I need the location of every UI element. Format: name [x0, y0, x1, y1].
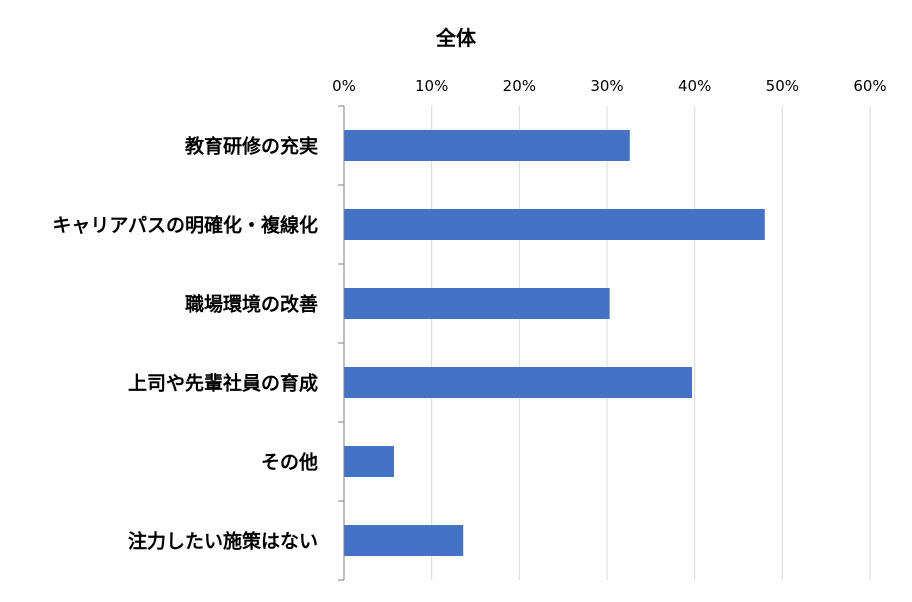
x-tick-label-3: 30%: [590, 77, 623, 95]
bar-3: [344, 367, 693, 398]
x-tick-label-2: 20%: [503, 77, 536, 95]
category-label-2: 職場環境の改善: [185, 293, 318, 316]
category-label-3: 上司や先輩社員の育成: [128, 372, 318, 395]
bar-1: [344, 209, 765, 240]
x-tick-label-5: 50%: [766, 77, 799, 95]
x-tick-label-4: 40%: [678, 77, 711, 95]
bar-2: [344, 288, 610, 319]
category-label-4: その他: [261, 451, 318, 474]
bar-5: [344, 525, 464, 556]
category-label-0: 教育研修の充実: [185, 135, 318, 158]
bars: [344, 130, 765, 556]
bar-4: [344, 446, 394, 477]
gridlines: [431, 106, 871, 580]
category-labels: 教育研修の充実キャリアパスの明確化・複線化職場環境の改善上司や先輩社員の育成その…: [52, 135, 318, 553]
y-axis: [338, 105, 345, 581]
bar-0: [344, 130, 630, 161]
category-label-5: 注力したい施策はない: [128, 530, 318, 553]
x-tick-label-6: 60%: [853, 77, 886, 95]
category-label-1: キャリアパスの明確化・複線化: [52, 214, 318, 237]
x-axis-ticks: 0% 10% 20% 30% 40% 50% 60%: [332, 77, 887, 95]
x-tick-label-0: 0%: [332, 77, 356, 95]
x-tick-label-1: 10%: [415, 77, 448, 95]
chart-title: 全体: [435, 26, 477, 50]
